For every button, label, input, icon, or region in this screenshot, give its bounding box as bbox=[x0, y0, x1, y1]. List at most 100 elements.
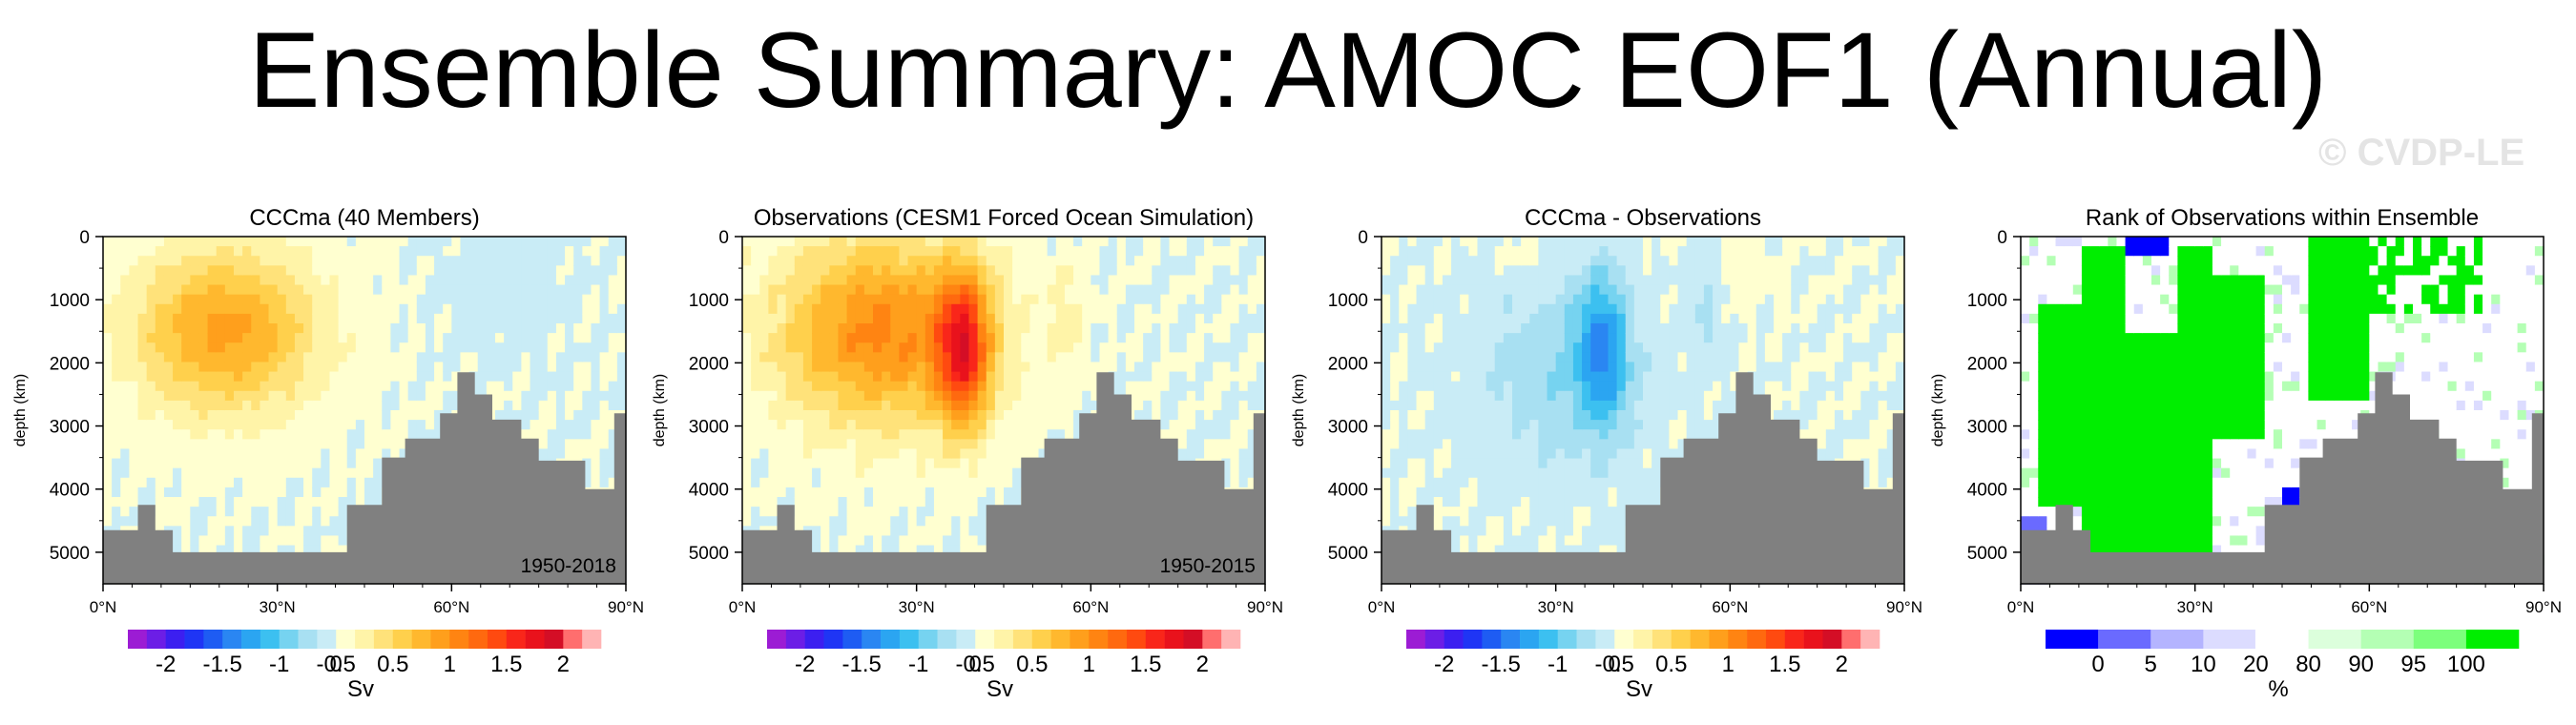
field-cell bbox=[216, 458, 226, 469]
field-cell bbox=[943, 237, 952, 247]
field-cell bbox=[1091, 256, 1101, 266]
field-cell bbox=[1451, 294, 1461, 305]
field-cell bbox=[1091, 303, 1101, 315]
field-cell bbox=[1381, 265, 1391, 277]
field-cell bbox=[1213, 400, 1222, 411]
field-cell bbox=[504, 352, 513, 363]
field-cell bbox=[1195, 284, 1205, 296]
field-cell bbox=[1169, 265, 1179, 277]
field-cell bbox=[234, 362, 243, 373]
field-cell bbox=[137, 275, 148, 286]
field-cell bbox=[1012, 342, 1022, 353]
field-cell bbox=[802, 507, 813, 517]
colorbar-swatch bbox=[241, 630, 261, 649]
field-cell bbox=[216, 507, 226, 517]
field-cell bbox=[1195, 256, 1205, 266]
field-cell bbox=[1012, 362, 1022, 373]
field-cell bbox=[960, 333, 970, 343]
field-cell bbox=[1152, 333, 1161, 343]
field-cell bbox=[399, 342, 409, 353]
field-cell bbox=[960, 237, 970, 247]
field-cell bbox=[907, 410, 918, 421]
field-cell bbox=[416, 352, 426, 363]
field-cell bbox=[234, 535, 243, 547]
field-cell bbox=[1433, 313, 1444, 324]
field-cell bbox=[1416, 381, 1426, 392]
colorbar-swatch bbox=[918, 630, 938, 649]
field-cell bbox=[321, 390, 331, 402]
field-cell bbox=[1143, 284, 1153, 296]
field-cell bbox=[924, 371, 935, 383]
field-cell bbox=[181, 410, 191, 421]
field-cell bbox=[468, 313, 479, 324]
field-cell bbox=[521, 284, 531, 296]
field-cell bbox=[890, 323, 900, 334]
field-cell bbox=[181, 371, 191, 383]
field-cell bbox=[1451, 526, 1461, 537]
field-cell bbox=[451, 371, 462, 383]
field-cell bbox=[1004, 294, 1013, 305]
x-tick-label: 90°N bbox=[1247, 598, 1283, 616]
field-cell bbox=[777, 429, 787, 440]
field-cell bbox=[382, 352, 391, 363]
field-cell bbox=[863, 390, 874, 402]
field-cell bbox=[468, 256, 479, 266]
field-cell bbox=[329, 420, 340, 430]
field-cell bbox=[1152, 313, 1161, 324]
y-tick-label: 4000 bbox=[689, 481, 729, 501]
field-cell bbox=[838, 362, 848, 373]
field-cell bbox=[943, 507, 952, 517]
field-cell bbox=[407, 342, 418, 353]
field-cell bbox=[1390, 448, 1400, 460]
field-cell bbox=[1494, 284, 1505, 296]
field-cell bbox=[1494, 477, 1505, 488]
field-cell bbox=[802, 381, 813, 392]
field-cell bbox=[1468, 516, 1479, 527]
field-cell bbox=[277, 400, 287, 411]
field-cell bbox=[1468, 362, 1479, 373]
field-cell bbox=[899, 448, 909, 460]
field-cell bbox=[1399, 237, 1408, 247]
field-cell bbox=[751, 410, 760, 421]
field-cell bbox=[216, 246, 226, 257]
field-cell bbox=[812, 526, 821, 537]
field-cell bbox=[1134, 371, 1144, 383]
field-cell bbox=[468, 342, 479, 353]
field-cell bbox=[112, 237, 121, 247]
field-cell bbox=[268, 333, 279, 343]
field-cell bbox=[198, 429, 209, 440]
field-cell bbox=[1468, 303, 1479, 315]
field-cell bbox=[112, 303, 121, 315]
field-cell bbox=[129, 400, 139, 411]
field-cell bbox=[451, 352, 462, 363]
field-cell bbox=[821, 313, 830, 324]
y-tick-label: 2000 bbox=[689, 354, 729, 374]
field-cell bbox=[1407, 333, 1418, 343]
field-cell bbox=[1012, 275, 1022, 286]
field-cell bbox=[968, 507, 979, 517]
field-cell bbox=[768, 497, 779, 508]
field-cell bbox=[1407, 294, 1418, 305]
field-cell bbox=[1091, 342, 1101, 353]
field-cell bbox=[1055, 265, 1066, 277]
field-cell bbox=[329, 294, 340, 305]
field-cell bbox=[399, 429, 409, 440]
field-cell bbox=[742, 390, 752, 402]
field-cell bbox=[207, 237, 218, 247]
field-cell bbox=[1485, 303, 1496, 315]
field-cell bbox=[103, 284, 113, 296]
field-cell bbox=[355, 246, 365, 257]
field-cell bbox=[1143, 265, 1153, 277]
field-cell bbox=[173, 458, 182, 469]
field-cell bbox=[1460, 275, 1469, 286]
field-cell bbox=[285, 237, 296, 247]
field-cell bbox=[382, 303, 391, 315]
field-cell bbox=[1108, 362, 1118, 373]
field-cell bbox=[1460, 400, 1469, 411]
field-cell bbox=[1247, 265, 1257, 277]
field-cell bbox=[573, 420, 583, 430]
field-cell bbox=[759, 352, 769, 363]
field-cell bbox=[829, 342, 840, 353]
field-cell bbox=[943, 256, 952, 266]
field-cell bbox=[1091, 246, 1101, 257]
